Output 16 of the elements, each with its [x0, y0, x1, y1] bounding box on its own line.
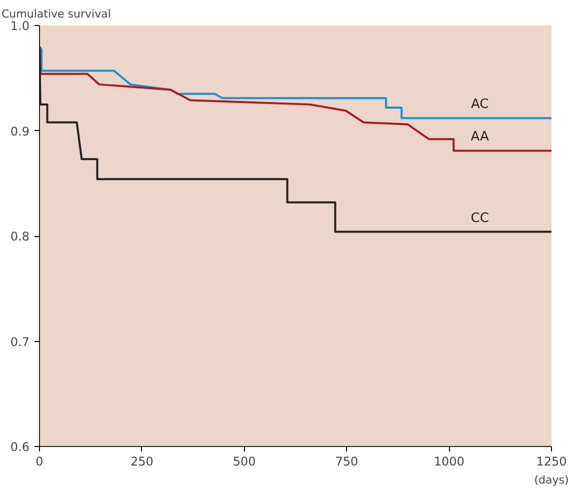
x-tick-label: 1250 [536, 454, 567, 468]
y-tick-label: 1.0 [10, 19, 30, 33]
y-tick-label: 0.9 [10, 124, 30, 138]
series-label: CC [470, 210, 489, 226]
x-axis-title: (days) [534, 474, 569, 486]
x-tick-label: 250 [130, 454, 154, 468]
y-tick-label: 0.7 [10, 334, 30, 349]
y-axis-title: Cumulative survival [2, 8, 111, 20]
y-tick-label: 0.6 [10, 440, 30, 454]
x-tick-label: 0 [36, 454, 44, 468]
x-tick-label: 750 [335, 454, 358, 468]
x-tick-label: 1000 [434, 454, 464, 468]
x-tick-label: 500 [232, 454, 256, 468]
y-tick-label: 0.8 [10, 230, 30, 244]
series-label: AC [470, 97, 489, 112]
series-label: AA [470, 130, 489, 145]
